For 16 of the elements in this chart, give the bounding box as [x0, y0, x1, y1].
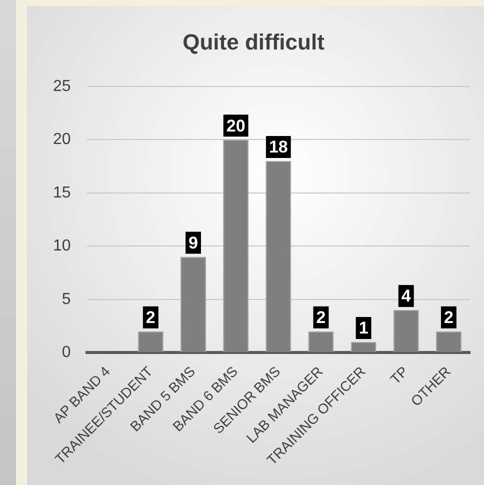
data-label: 2 — [444, 308, 454, 328]
y-tick-label: 25 — [53, 78, 71, 95]
y-tick-label: 10 — [53, 238, 71, 255]
data-label: 20 — [226, 116, 246, 136]
data-label: 18 — [268, 138, 288, 157]
y-tick-label: 5 — [62, 290, 71, 308]
data-label: 1 — [358, 318, 368, 338]
y-tick-label: 0 — [62, 344, 71, 362]
data-label: 2 — [146, 308, 156, 328]
data-label: 2 — [316, 308, 326, 328]
data-label: 4 — [401, 286, 412, 306]
data-label: 9 — [188, 233, 198, 252]
y-tick-label: 20 — [53, 131, 71, 148]
y-tick-label: 15 — [53, 184, 71, 202]
x-tick-label: TP — [387, 363, 411, 388]
chart-title: Quite difficult — [182, 29, 326, 54]
